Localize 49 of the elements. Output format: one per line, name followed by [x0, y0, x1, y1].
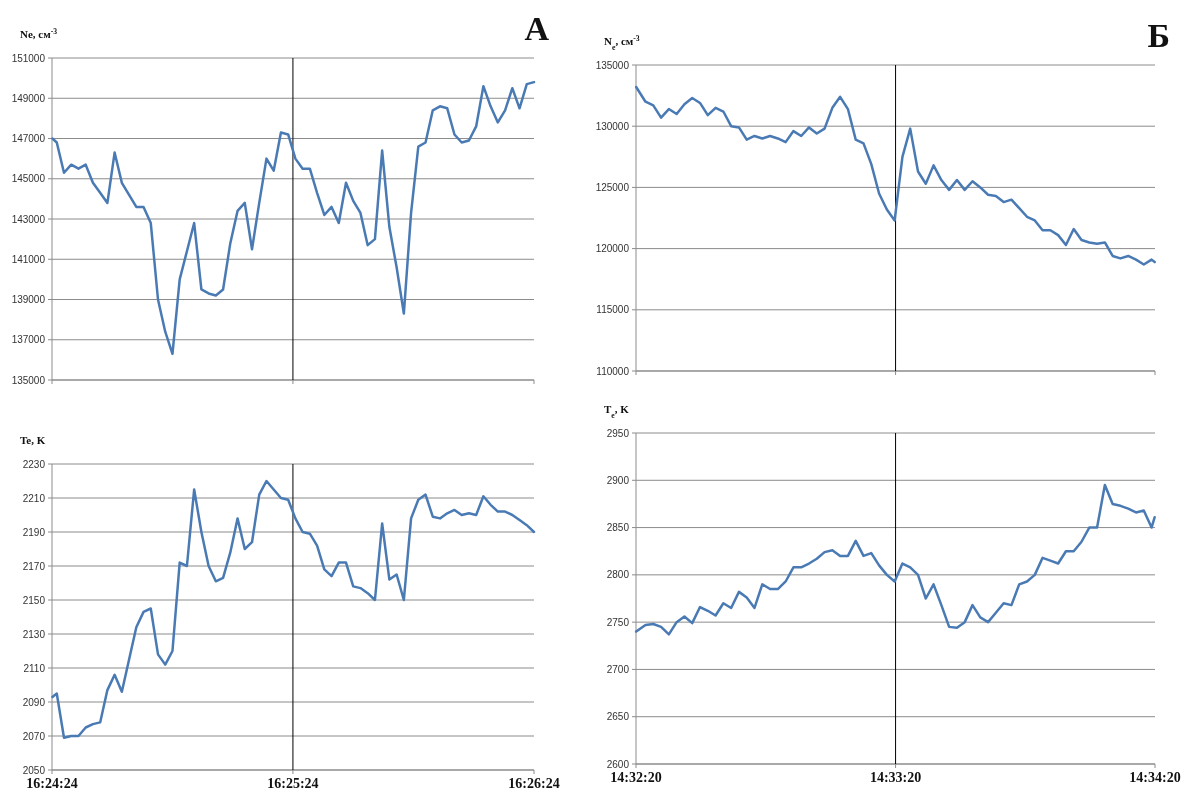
y-tick-label: 2800: [606, 569, 630, 581]
x-tick-label: 14:32:20: [610, 770, 662, 785]
y-tick-label: 151000: [11, 52, 46, 64]
line-series: [634, 85, 1156, 266]
y-tick-label: 2230: [22, 458, 46, 470]
y-axis-title: T$_{e}$, K: [604, 403, 630, 420]
y-tick-label: 149000: [11, 92, 46, 104]
y-tick-label: 2150: [22, 594, 46, 606]
y-tick-label: 130000: [595, 120, 630, 132]
line-series: [634, 483, 1156, 636]
line-series: [51, 479, 536, 739]
y-axis-title: Te, K: [20, 434, 46, 446]
x-tick-label: 14:33:20: [869, 770, 922, 785]
y-tick-label: 2900: [606, 474, 630, 486]
x-tick-label: 16:26:24: [508, 776, 560, 791]
y-tick-label: 110000: [596, 365, 630, 377]
y-tick-label: 2110: [23, 662, 46, 674]
chart-title: А: [524, 10, 550, 47]
y-tick-label: 2130: [22, 628, 46, 640]
y-tick-label: 135000: [595, 59, 630, 71]
y-tick-label: 2050: [22, 764, 46, 776]
y-tick-label: 125000: [595, 181, 630, 193]
x-tick-label: 16:25:24: [267, 776, 319, 791]
y-tick-label: 145000: [11, 173, 46, 185]
y-tick-label: 2600: [606, 758, 630, 770]
line-series: [51, 80, 536, 356]
y-tick-label: 115000: [596, 304, 630, 316]
y-tick-label: 120000: [595, 243, 630, 255]
y-tick-label: 2700: [606, 663, 630, 675]
chart-title: Б: [1147, 17, 1170, 54]
y-tick-label: 139000: [11, 294, 46, 305]
y-tick-label: 2170: [22, 560, 46, 572]
y-tick-label: 2070: [22, 730, 46, 742]
x-tick-label: 16:24:24: [26, 776, 78, 791]
y-tick-label: 137000: [11, 334, 46, 346]
y-axis-title: Ne, см$^{-3}$: [20, 26, 58, 40]
y-tick-label: 147000: [11, 133, 46, 144]
y-tick-label: 2190: [22, 526, 46, 538]
y-tick-label: 2750: [606, 616, 630, 628]
y-tick-label: 2090: [22, 696, 46, 708]
y-tick-label: 141000: [11, 253, 46, 265]
y-tick-label: 2650: [606, 711, 630, 723]
y-axis-title: N$_{e}$, см$^{-3}$: [604, 33, 640, 52]
y-tick-label: 2210: [22, 492, 46, 504]
x-tick-label: 14:34:20: [1129, 770, 1181, 785]
y-tick-label: 2850: [606, 522, 630, 534]
y-tick-label: 135000: [11, 374, 46, 386]
y-tick-label: 143000: [11, 213, 46, 225]
y-tick-label: 2950: [606, 427, 630, 439]
